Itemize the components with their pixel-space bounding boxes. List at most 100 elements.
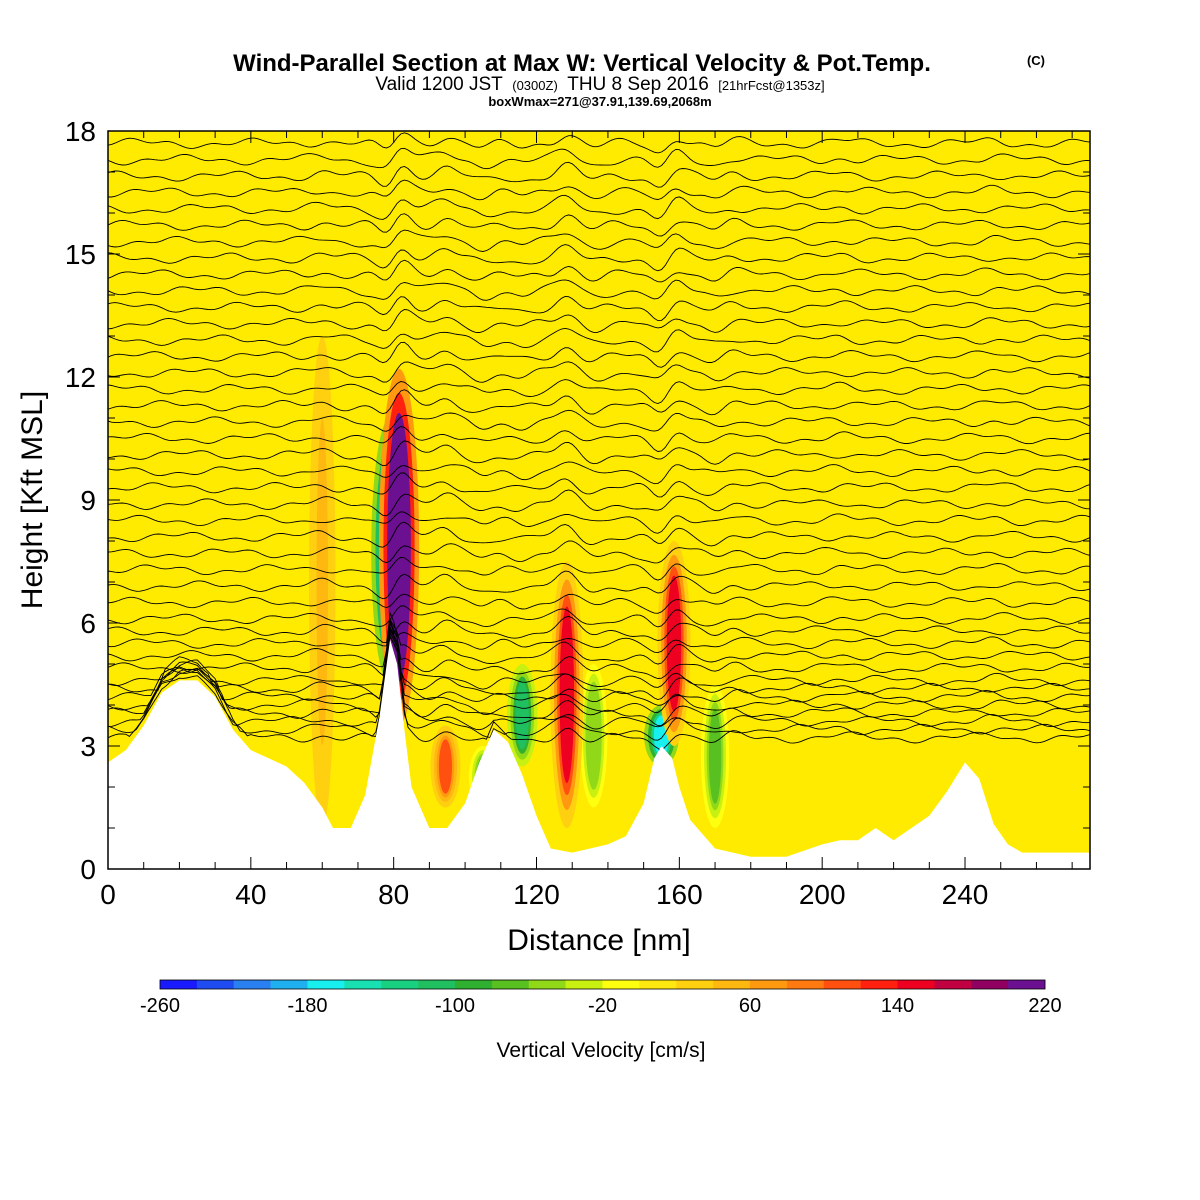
isentrope-line bbox=[108, 540, 1090, 564]
colorbar-swatch bbox=[270, 980, 308, 989]
colorbar-tick-label: 220 bbox=[1028, 995, 1061, 1017]
isentrope-line bbox=[108, 426, 1090, 452]
colorbar-swatch bbox=[786, 980, 825, 989]
x-tick-label: 80 bbox=[378, 879, 409, 910]
colorbar-swatch bbox=[602, 980, 640, 989]
x-tick-label: 160 bbox=[656, 879, 703, 910]
colorbar-swatch bbox=[160, 980, 198, 989]
isentrope-line bbox=[108, 461, 1090, 485]
x-tick-label: 240 bbox=[942, 879, 989, 910]
isentrope-line bbox=[108, 229, 1090, 252]
isentrope-line bbox=[108, 631, 1090, 727]
isentrope-line bbox=[108, 605, 1090, 628]
y-tick-label: 15 bbox=[65, 239, 96, 270]
updraft-core bbox=[316, 419, 329, 745]
valid-zulu: (0300Z) bbox=[512, 78, 558, 93]
y-tick-label: 3 bbox=[80, 731, 96, 762]
colorbar-label: Vertical Velocity [cm/s] bbox=[497, 1039, 706, 1062]
boxwmax-label: boxWmax=271@37.91,139.69,2068m bbox=[488, 94, 711, 109]
colorbar-frame bbox=[159, 979, 1046, 990]
forecast-hour: [21hrFcst@1353z] bbox=[718, 78, 824, 93]
colorbar-swatch bbox=[565, 980, 603, 989]
colorbar-swatch bbox=[750, 980, 788, 989]
isentrope-line bbox=[108, 634, 1090, 741]
isentrope-line bbox=[108, 147, 1090, 170]
colorbar-swatch bbox=[676, 980, 714, 989]
isentrope-line bbox=[108, 611, 1090, 654]
x-tick-labels: 0 40 80 120 160 200 240 bbox=[100, 879, 988, 910]
isentrope-line bbox=[108, 630, 1090, 731]
isentrope-line bbox=[108, 341, 1090, 368]
colorbar-tick-label: 140 bbox=[881, 995, 914, 1017]
downdraft-core bbox=[515, 681, 529, 750]
isentrope-line bbox=[108, 132, 1090, 154]
isentrope-line bbox=[108, 379, 1090, 404]
valid-line: Valid 1200 JST (0300Z) THU 8 Sep 2016 [2… bbox=[375, 74, 824, 95]
isentrope-line bbox=[108, 309, 1090, 333]
x-tick-label: 40 bbox=[235, 879, 266, 910]
vertical-velocity-field bbox=[108, 131, 1090, 869]
isentrope-line bbox=[108, 440, 1090, 467]
isentrope-line bbox=[108, 259, 1090, 283]
axis-ticks bbox=[107, 130, 1090, 870]
colorbar-tick-label: -20 bbox=[588, 995, 617, 1017]
isentrope-line bbox=[108, 627, 1090, 700]
y-tick-label: 18 bbox=[65, 116, 96, 147]
x-axis-label: Distance [nm] bbox=[507, 924, 690, 957]
plot-area bbox=[108, 131, 1090, 869]
potential-temperature-contours bbox=[108, 132, 1090, 752]
colorbar-swatch bbox=[934, 980, 972, 989]
colorbar-swatch bbox=[381, 980, 419, 989]
updraft-core bbox=[666, 575, 682, 712]
colorbar-swatch bbox=[713, 980, 751, 989]
valid-date: THU 8 Sep 2016 bbox=[567, 74, 709, 95]
colorbar-swatch bbox=[418, 980, 456, 989]
isentrope-line bbox=[108, 179, 1090, 201]
isentrope-line bbox=[108, 472, 1090, 498]
colorbar-swatch bbox=[971, 980, 1009, 989]
isentrope-line bbox=[108, 622, 1090, 679]
y-axis-label: Height [Kft MSL] bbox=[16, 391, 49, 609]
isentrope-line bbox=[108, 521, 1090, 548]
isentrope-line bbox=[108, 511, 1090, 534]
colorbar-swatch bbox=[233, 980, 271, 989]
colorbar-tick-labels: -260 -180 -100 -20 60 140 220 bbox=[140, 995, 1062, 1017]
x-tick-label: 120 bbox=[513, 879, 560, 910]
isentrope-line bbox=[108, 619, 1090, 690]
isentrope-line bbox=[108, 194, 1090, 220]
colorbar bbox=[159, 979, 1046, 990]
colorbar-tick-label: -260 bbox=[140, 995, 180, 1017]
colorbar-swatch bbox=[491, 980, 530, 989]
y-tick-label: 12 bbox=[65, 362, 96, 393]
isentrope-line bbox=[108, 389, 1090, 416]
isentrope-line bbox=[108, 296, 1090, 322]
isentrope-line bbox=[108, 161, 1090, 188]
colorbar-swatch bbox=[344, 980, 382, 989]
colorbar-swatch bbox=[196, 980, 235, 989]
colorbar-tick-label: -180 bbox=[287, 995, 327, 1017]
colorbar-swatch bbox=[1008, 980, 1046, 989]
isentrope-line bbox=[108, 489, 1090, 517]
colorbar-swatch bbox=[823, 980, 861, 989]
isentrope-line bbox=[108, 361, 1090, 383]
isentrope-line bbox=[108, 618, 1090, 668]
valid-time: Valid 1200 JST bbox=[375, 74, 503, 95]
colorbar-swatch bbox=[528, 980, 566, 989]
isentrope-line bbox=[108, 593, 1090, 614]
isentrope-line bbox=[108, 627, 1090, 716]
isentrope-line bbox=[108, 213, 1090, 237]
isentrope-line bbox=[108, 409, 1090, 432]
isentrope-line bbox=[108, 570, 1090, 600]
y-tick-labels: 0 3 6 9 12 15 18 bbox=[65, 116, 96, 885]
updraft-core bbox=[438, 739, 453, 794]
y-tick-label: 6 bbox=[80, 608, 96, 639]
isentrope-line bbox=[108, 634, 1090, 752]
isentrope-line bbox=[108, 556, 1090, 581]
isentrope-line bbox=[108, 327, 1090, 353]
copyright-mark: (C) bbox=[1027, 53, 1045, 68]
isentrope-line bbox=[108, 244, 1090, 272]
colorbar-swatch bbox=[897, 980, 935, 989]
isentrope-line bbox=[108, 279, 1090, 301]
chart-title: Wind-Parallel Section at Max W: Vertical… bbox=[233, 50, 931, 77]
